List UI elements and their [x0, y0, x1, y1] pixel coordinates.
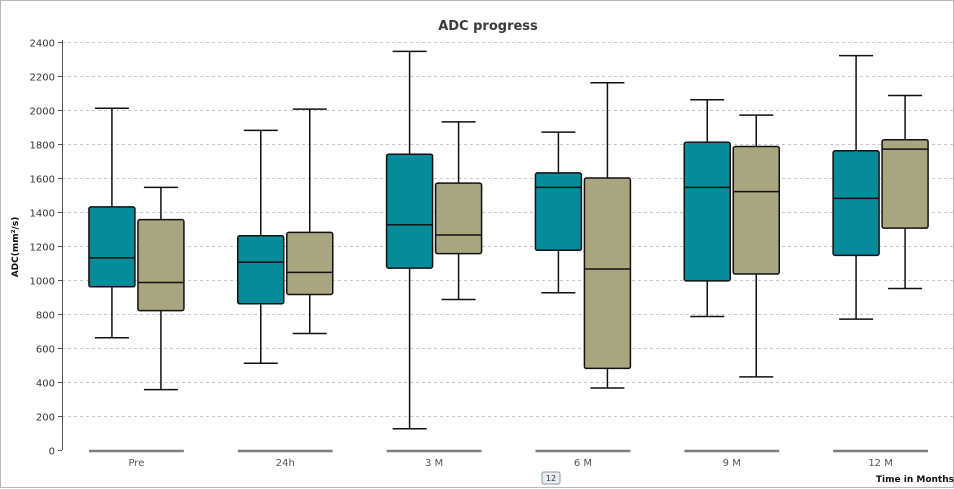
x-axis: Pre 24h 3 M 6 M 9 M 12 M — [89, 449, 928, 469]
box-plot — [88, 107, 136, 339]
box-plot — [732, 114, 780, 378]
box-iqr — [286, 231, 334, 296]
legend-toggle-label[interactable]: 12 — [546, 474, 556, 483]
box-iqr — [137, 218, 185, 312]
box-plot — [434, 121, 483, 301]
x-tick-label: 6 M — [574, 458, 592, 469]
y-tick-label: 2400 — [30, 39, 55, 50]
box-plot — [137, 186, 185, 391]
y-tick-label: 1400 — [30, 209, 55, 220]
box-plot — [583, 82, 632, 389]
box-plot — [534, 131, 583, 294]
box-iqr — [583, 177, 632, 370]
y-axis-label: ADC(mm²/s) — [11, 217, 21, 278]
y-tick-label: 200 — [36, 413, 55, 424]
x-tick-label: 12 M — [868, 458, 893, 469]
legend-toggle-box[interactable] — [541, 471, 561, 485]
box-iqr — [385, 153, 434, 269]
box-iqr — [683, 141, 731, 282]
y-tick-label: 1600 — [30, 175, 55, 186]
y-tick-label: 1200 — [30, 243, 55, 254]
box-plot — [237, 129, 285, 365]
box-plot — [881, 94, 929, 290]
box-plot — [286, 108, 334, 335]
y-tick-label: 400 — [36, 379, 55, 390]
x-axis-label: Time in Months — [876, 475, 954, 485]
box-iqr — [732, 145, 780, 275]
x-tick-label: 9 M — [723, 458, 741, 469]
box-iqr — [832, 150, 880, 257]
box-iqr — [237, 235, 285, 305]
box-iqr — [434, 182, 483, 255]
y-tick-label: 2200 — [30, 73, 55, 84]
y-tick-label: 2000 — [30, 107, 55, 118]
x-tick-label: 3 M — [425, 458, 443, 469]
box-plot — [683, 99, 731, 318]
x-tick-label: 24h — [276, 458, 295, 469]
box-plot — [832, 54, 880, 320]
y-tick-label: 800 — [36, 311, 55, 322]
y-tick-label: 1000 — [30, 277, 55, 288]
box-iqr — [534, 172, 583, 251]
x-tick-label: Pre — [128, 458, 144, 469]
grid-lines — [62, 42, 954, 417]
box-iqr — [881, 139, 929, 229]
y-axis: 0 200 400 600 800 1000 1200 1400 1600 1800 2000 220… — [30, 39, 63, 458]
box-iqr — [88, 206, 136, 288]
box-plots — [88, 50, 929, 430]
box-plot — [385, 50, 434, 430]
y-tick-label: 0 — [49, 447, 55, 458]
y-tick-label: 1800 — [30, 141, 55, 152]
chart-title: ADC progress — [438, 19, 538, 34]
legend-toggle[interactable]: 12 — [541, 471, 561, 485]
y-tick-label: 600 — [36, 345, 55, 356]
